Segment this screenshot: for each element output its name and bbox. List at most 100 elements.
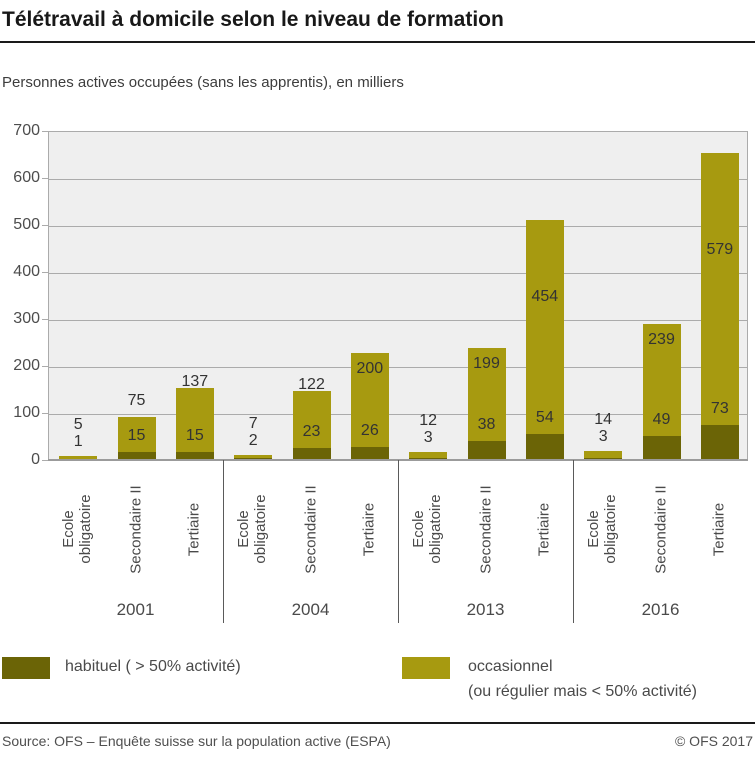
x-label-2016-1: Secondaire II [652,484,669,574]
y-tick-mark-0 [42,459,48,461]
bar-habituel-2004-2 [350,446,389,459]
bar-occasionnel-2001-0 [59,456,98,459]
bar-label-occasionnel-2013-1: 199 [473,354,500,372]
y-tick-label-300: 300 [13,310,40,327]
y-tick-label-500: 500 [13,216,40,233]
bar-occasionnel-2004-0 [234,454,273,459]
y-tick-label-700: 700 [13,122,40,139]
bar-label-habituel-2013-1: 38 [477,416,496,434]
bar-label-occasionnel-2004-0: 7 [248,414,258,432]
bar-label-occasionnel-2013-0: 12 [419,411,438,429]
bar-habituel-2016-0 [584,457,623,459]
bar-label-habituel-2013-2: 54 [535,408,554,426]
group-divider [397,460,399,623]
plot-area: 1 5 15 75 15 137 2 7 23 122 26 200 3 12 38 199 54 454 3 14 4… [48,131,748,460]
bar-habituel-2013-1 [467,441,506,459]
chart-subtitle: Personnes actives occupées (sans les app… [2,74,404,91]
gridline-100 [49,413,747,415]
legend-swatch-habituel [2,657,50,679]
x-group-label-2016: 2016 [641,600,680,619]
y-tick-mark-700 [42,130,48,132]
group-divider [572,460,574,623]
title-rule [0,41,755,43]
x-group-label-2004: 2004 [291,600,330,619]
x-group-label-2001: 2001 [116,600,155,619]
y-tick-mark-300 [42,318,48,320]
bar-label-occasionnel-2016-2: 579 [706,240,734,258]
legend-label-occasionnel-line2: (ou régulier mais < 50% activité) [468,683,697,700]
bar-label-occasionnel-2001-2: 137 [181,372,209,390]
bar-habituel-2013-0 [409,457,448,459]
bar-occasionnel-2013-2 [525,220,564,434]
bar-label-habituel-2004-1: 23 [302,423,321,441]
y-tick-mark-400 [42,271,48,273]
bar-label-habituel-2016-1: 49 [652,410,671,428]
x-label-2004-1: Secondaire II [302,484,319,574]
bar-label-habituel-2001-2: 15 [185,426,204,444]
bar-occasionnel-2013-0 [409,451,448,458]
bar-habituel-2013-2 [525,433,564,459]
y-tick-label-0: 0 [31,451,40,468]
bar-occasionnel-2013-1 [467,347,506,442]
bar-occasionnel-2001-1 [117,416,156,452]
bar-habituel-2001-1 [117,451,156,459]
page-title: Télétravail à domicile selon le niveau d… [2,8,504,31]
x-label-2013-1: Secondaire II [477,484,494,574]
bar-occasionnel-2016-1 [642,323,681,436]
y-tick-label-200: 200 [13,357,40,374]
gridline-600 [49,178,747,180]
bar-label-occasionnel-2004-1: 122 [298,375,325,393]
bar-label-habituel-2013-0: 3 [423,428,433,446]
x-label-2001-1: Secondaire II [127,484,144,574]
bar-label-habituel-2004-2: 26 [360,421,379,439]
legend-label-occasionnel-line1: occasionnel [468,658,553,675]
gridline-500 [49,225,747,227]
bar-occasionnel-2016-2 [700,152,739,425]
group-divider [222,460,224,623]
x-label-2013-2: Tertiaire [535,502,553,556]
y-tick-mark-600 [42,177,48,179]
bar-label-occasionnel-2004-2: 200 [356,359,384,377]
y-tick-label-600: 600 [13,169,40,186]
bar-label-occasionnel-2016-1: 239 [648,330,675,348]
bar-occasionnel-2001-2 [175,387,214,452]
bar-habituel-2016-1 [642,435,681,459]
y-tick-label-400: 400 [13,263,40,280]
bar-occasionnel-2004-1 [292,390,331,449]
y-tick-mark-500 [42,224,48,226]
x-label-2016-0: Ecole obligatoire [585,494,620,564]
bar-habituel-2016-2 [700,424,739,459]
bar-label-habituel-2016-0: 3 [598,428,608,445]
y-tick-label-100: 100 [13,404,40,421]
bar-habituel-2004-0 [234,458,273,459]
x-label-2004-0: Ecole obligatoire [235,494,270,564]
bar-habituel-2004-1 [292,448,331,459]
bar-label-habituel-2004-0: 2 [248,431,258,449]
legend-label-habituel: habituel ( > 50% activité) [65,658,241,675]
x-label-2016-2: Tertiaire [710,502,728,556]
bar-label-habituel-2001-1: 15 [127,426,146,444]
bar-label-occasionnel-2016-0: 14 [594,411,613,428]
bar-label-habituel-2016-2: 73 [710,399,729,417]
x-label-2013-0: Ecole obligatoire [410,494,445,564]
gridline-300 [49,319,747,321]
gridline-200 [49,366,747,368]
gridline-400 [49,272,747,274]
x-label-2001-2: Tertiaire [185,502,203,556]
bar-habituel-2001-2 [175,451,214,459]
x-label-2001-0: Ecole obligatoire [60,494,95,564]
x-label-2004-2: Tertiaire [360,502,378,556]
footer-rule [0,722,755,724]
bar-occasionnel-2004-2 [350,352,389,447]
y-tick-mark-200 [42,365,48,367]
footer-source: Source: OFS – Enquête suisse sur la popu… [2,733,391,749]
x-group-label-2013: 2013 [466,600,505,619]
footer-copyright: © OFS 2017 [674,733,753,749]
bar-label-occasionnel-2001-1: 75 [127,391,146,409]
bar-label-occasionnel-2013-2: 454 [531,287,559,305]
y-tick-mark-100 [42,412,48,414]
legend-label-occasionnel: occasionnel (ou régulier mais < 50% acti… [468,654,697,704]
bar-label-habituel-2001-0: 1 [73,433,83,451]
bar-label-occasionnel-2001-0: 5 [73,416,83,434]
